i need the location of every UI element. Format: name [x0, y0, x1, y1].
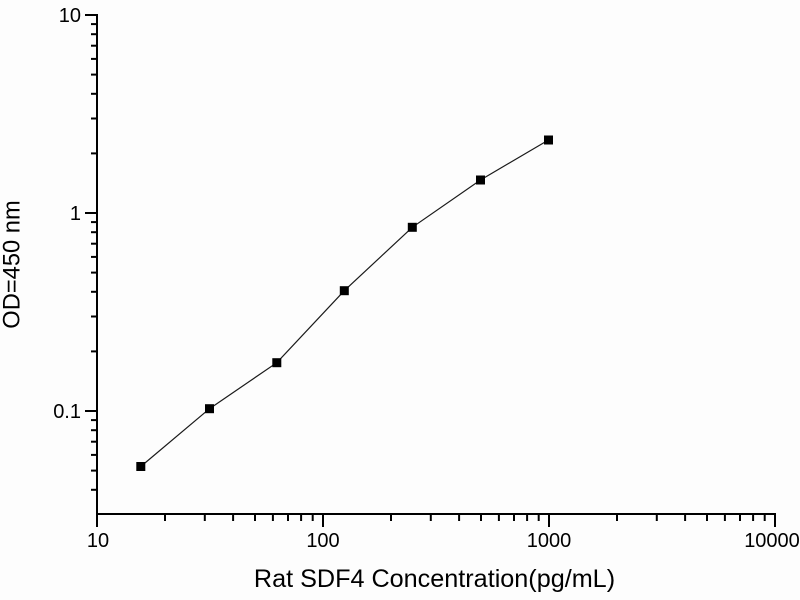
svg-text:10000: 10000 — [744, 530, 800, 552]
svg-text:100: 100 — [306, 530, 339, 552]
svg-text:Rat SDF4 Concentration(pg/mL): Rat SDF4 Concentration(pg/mL) — [254, 565, 615, 593]
svg-text:10: 10 — [87, 530, 109, 552]
svg-text:1: 1 — [70, 203, 81, 225]
svg-text:1000: 1000 — [527, 530, 572, 552]
svg-text:0.1: 0.1 — [53, 401, 81, 423]
svg-text:OD=450 nm: OD=450 nm — [0, 200, 26, 328]
svg-text:10: 10 — [59, 5, 81, 27]
